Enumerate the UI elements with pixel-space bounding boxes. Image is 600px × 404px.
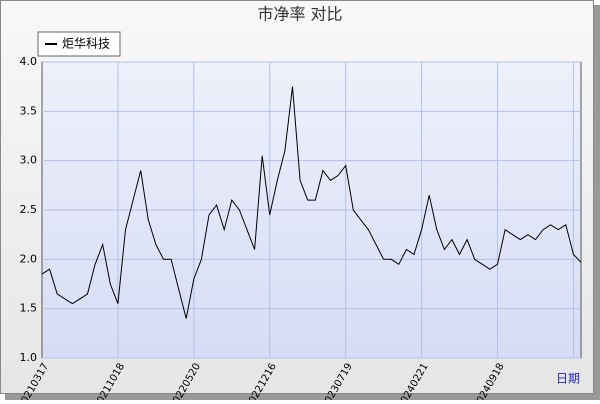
x-axis-label: 日期 bbox=[556, 372, 580, 386]
shadow bbox=[5, 394, 600, 400]
y-tick-label: 3.5 bbox=[20, 104, 38, 117]
legend-label: 炬华科技 bbox=[62, 37, 110, 51]
legend: 炬华科技 bbox=[37, 31, 121, 57]
chart-title: 市净率 对比 bbox=[257, 5, 342, 24]
y-tick-label: 1.5 bbox=[20, 302, 38, 315]
line bbox=[41, 86, 582, 319]
y-tick-label: 2.5 bbox=[20, 203, 38, 216]
y-tick-label: 1.0 bbox=[20, 351, 38, 364]
y-tick-label: 2.0 bbox=[20, 252, 38, 265]
shadow bbox=[594, 5, 600, 400]
y-tick-label: 4.0 bbox=[20, 55, 38, 68]
y-tick-label: 3.0 bbox=[20, 154, 38, 167]
